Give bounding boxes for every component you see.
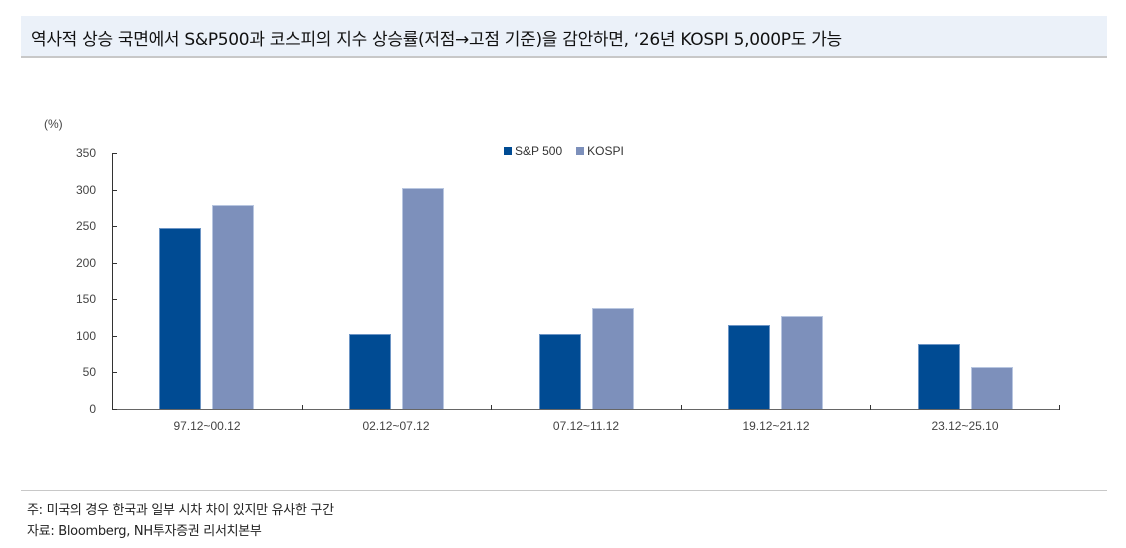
y-tick-mark [112, 226, 117, 227]
legend-item-sp500: S&P 500 [504, 144, 562, 158]
bar-kospi [402, 188, 444, 409]
y-tick-label: 300 [75, 182, 96, 197]
chart-title: 역사적 상승 국면에서 S&P500과 코스피의 지수 상승률(저점→고점 기준… [31, 30, 842, 50]
bar-kospi [592, 308, 634, 409]
x-category-label: 07.12~11.12 [552, 419, 620, 433]
x-tick-mark [302, 405, 303, 410]
x-tick-mark [870, 405, 871, 410]
y-axis [112, 153, 113, 410]
y-tick-mark [112, 190, 117, 191]
bar-sp500 [728, 325, 770, 409]
y-tick-mark [112, 336, 117, 337]
x-category-label: 97.12~00.12 [173, 419, 241, 433]
legend-item-kospi: KOSPI [576, 144, 624, 158]
legend-label-sp500: S&P 500 [515, 144, 563, 158]
bar-sp500 [918, 344, 960, 409]
footer-divider [21, 490, 1107, 491]
x-tick-mark [681, 405, 682, 410]
title-bar: 역사적 상승 국면에서 S&P500과 코스피의 지수 상승률(저점→고점 기준… [21, 16, 1107, 58]
bar-kospi [212, 205, 254, 409]
legend: S&P 500 KOSPI [504, 144, 634, 158]
y-tick-mark [112, 409, 117, 410]
y-tick-label: 200 [75, 255, 96, 270]
y-tick-label: 250 [75, 219, 96, 234]
footnote: 주: 미국의 경우 한국과 일부 시차 차이 있지만 유사한 구간 [27, 503, 334, 518]
x-tick-mark [1059, 405, 1060, 410]
y-tick-mark [112, 372, 117, 373]
y-axis-unit: (%) [44, 117, 63, 131]
legend-swatch-kospi [576, 147, 585, 155]
y-tick-label: 0 [89, 402, 96, 416]
bar-kospi [781, 316, 823, 409]
bar-sp500 [539, 334, 581, 409]
x-tick-mark [491, 405, 492, 410]
bar-sp500 [349, 334, 391, 409]
y-tick-label: 150 [75, 292, 96, 307]
y-tick-mark [112, 299, 117, 300]
x-category-label: 23.12~25.10 [931, 419, 999, 433]
bar-kospi [971, 367, 1013, 409]
bar-sp500 [159, 228, 201, 409]
bar-chart: (%) 0 50 100 150 200 250 300 350 97.12~00.12 02.… [44, 117, 1060, 433]
x-category-label: 02.12~07.12 [362, 419, 430, 433]
legend-swatch-sp500 [504, 147, 512, 155]
y-tick-mark [112, 153, 117, 154]
x-category-label: 19.12~21.12 [742, 419, 810, 433]
source-note: 자료: Bloomberg, NH투자증권 리서치본부 [27, 524, 262, 539]
y-tick-mark [112, 263, 117, 264]
y-tick-label: 50 [82, 365, 96, 380]
legend-label-kospi: KOSPI [587, 144, 624, 158]
y-tick-label: 100 [75, 328, 96, 343]
y-tick-label: 350 [75, 146, 96, 160]
x-axis [112, 409, 1060, 410]
